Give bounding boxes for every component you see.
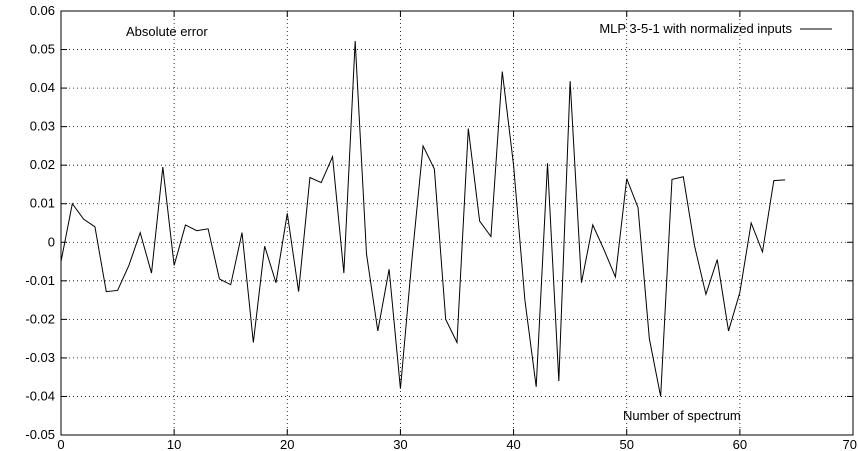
tick-labels: -0.05 -0.04 -0.03 -0.02 -0.01 0 0.01 0.02 0.03 0.… [25,3,857,451]
axis-ticks [60,10,854,436]
x-tick-label: 40 [506,437,520,451]
x-tick-label: 70 [843,437,857,451]
x-tick-label: 0 [57,437,64,451]
y-tick-label: -0.05 [25,427,55,442]
y-tick-label: 0.05 [30,42,55,57]
legend: MLP 3-5-1 with normalized inputs [599,21,832,36]
y-tick-label: -0.04 [25,388,55,403]
plot-frame [60,10,854,436]
series-line [60,41,786,397]
x-tick-label: 50 [619,437,633,451]
annotation-top-left: Absolute error [126,24,208,39]
x-tick-label: 60 [733,437,747,451]
y-tick-label: 0.01 [30,196,55,211]
y-tick-label: 0.06 [30,3,55,18]
y-tick-label: -0.02 [25,311,55,326]
y-tick-label: -0.01 [25,273,55,288]
annotation-bottom-right: Number of spectrum [623,408,741,423]
y-tick-label: 0.04 [30,80,55,95]
x-tick-label: 20 [280,437,294,451]
x-tick-label: 10 [167,437,181,451]
x-tick-label: 30 [393,437,407,451]
y-tick-label: -0.03 [25,350,55,365]
grid-lines [61,11,853,435]
legend-label: MLP 3-5-1 with normalized inputs [599,21,792,36]
y-tick-label: 0.03 [30,119,55,134]
y-tick-label: 0.02 [30,157,55,172]
y-tick-label: 0 [48,234,55,249]
